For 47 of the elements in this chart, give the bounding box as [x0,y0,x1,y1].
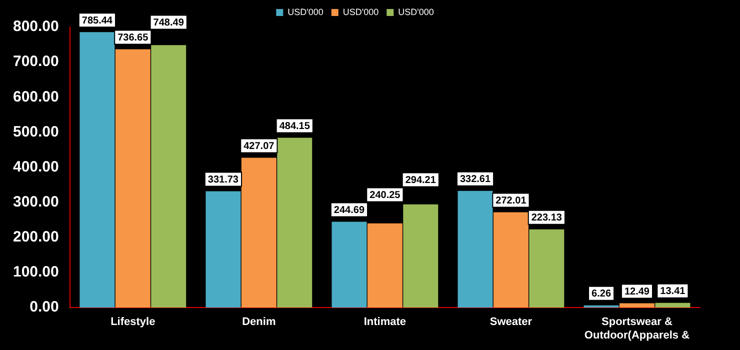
y-tick-label: 400.00 [12,158,59,176]
bar [151,45,186,308]
x-tick-label: Sweater [490,316,533,328]
y-tick-label: 0.00 [30,298,59,316]
bar [332,222,367,308]
bar [493,212,528,308]
x-tick-label: Intimate [364,316,406,328]
bar [115,49,150,308]
bar [458,190,493,308]
y-tick-label: 200.00 [12,228,59,246]
data-label: 223.13 [531,212,562,224]
data-label: 272.01 [496,195,527,206]
data-label: 331.73 [208,174,239,186]
bar [80,32,115,308]
data-label: 785.44 [82,15,113,26]
bar [277,138,312,308]
y-tick-label: 700.00 [12,53,59,70]
bar [655,302,690,308]
data-label: 240.25 [370,190,401,202]
x-tick-label: Sportswear & Outdoor(Apparels & [584,316,690,342]
data-label: 294.21 [405,175,436,186]
y-tick-label: 100.00 [12,264,59,281]
x-tick-label: Denim [242,316,276,328]
bar [584,305,619,308]
legend-label: USD'000 [398,6,434,17]
bar [529,229,564,308]
data-label: 12.49 [624,286,650,298]
data-label: 736.65 [118,32,149,44]
data-label: 13.41 [660,286,686,298]
data-label: 484.15 [279,121,310,132]
data-label: 6.26 [592,288,612,300]
y-tick-label: 800.00 [12,18,59,36]
x-tick-label: Lifestyle [110,316,156,328]
legend-label: USD'000 [342,6,379,17]
bar [619,303,654,308]
data-label: 427.07 [244,141,275,152]
bar [367,223,402,308]
y-tick-label: 300.00 [12,194,59,211]
data-label: 244.69 [334,205,365,216]
y-tick-label: 600.00 [12,88,59,106]
legend-label: USD'000 [288,6,324,17]
y-tick-label: 500.00 [12,123,59,140]
data-label: 748.49 [153,17,184,28]
bar [403,204,438,308]
bar [206,191,241,308]
data-label: 332.61 [460,174,491,186]
bar [241,158,276,308]
